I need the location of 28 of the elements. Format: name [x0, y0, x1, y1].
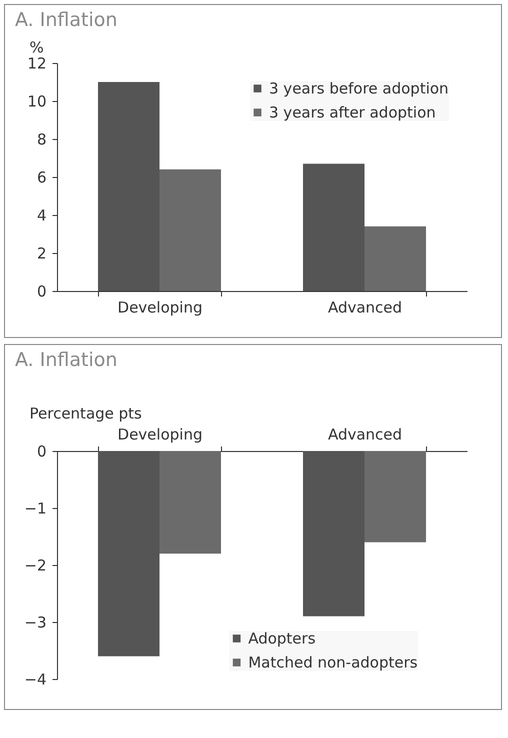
y-tick-label: 10: [27, 92, 46, 110]
x-tick-label: Developing: [118, 426, 202, 444]
legend-label: Adopters: [248, 630, 316, 648]
bar: [98, 82, 160, 291]
y-tick-label: 2: [36, 244, 46, 262]
y-axis-title: Percentage pts: [30, 404, 142, 422]
x-tick-label: Advanced: [328, 426, 402, 444]
y-tick-label: 0: [36, 282, 46, 300]
y-tick-label: 8: [36, 130, 46, 148]
bar: [364, 226, 426, 291]
y-tick-label: 12: [27, 54, 46, 72]
bar: [303, 164, 364, 291]
x-tick-label: Advanced: [328, 298, 402, 316]
chart-title: A. Inflation: [15, 9, 118, 31]
y-tick-label: 4: [36, 206, 46, 224]
legend-label: 3 years before adoption: [269, 80, 449, 98]
y-tick-label: 0: [36, 442, 46, 460]
y-tick-label: −3: [24, 614, 46, 632]
y-axis-title: %: [30, 38, 44, 56]
y-tick-label: −2: [24, 556, 46, 574]
chart-title: A. Inflation: [15, 349, 118, 371]
bar: [160, 169, 221, 291]
y-tick-label: 6: [36, 168, 46, 186]
y-tick-label: −4: [24, 670, 46, 688]
x-tick-label: Developing: [118, 298, 202, 316]
legend-label: 3 years after adoption: [269, 104, 436, 122]
y-tick-label: −1: [24, 500, 46, 518]
legend-label: Matched non-adopters: [248, 654, 418, 672]
